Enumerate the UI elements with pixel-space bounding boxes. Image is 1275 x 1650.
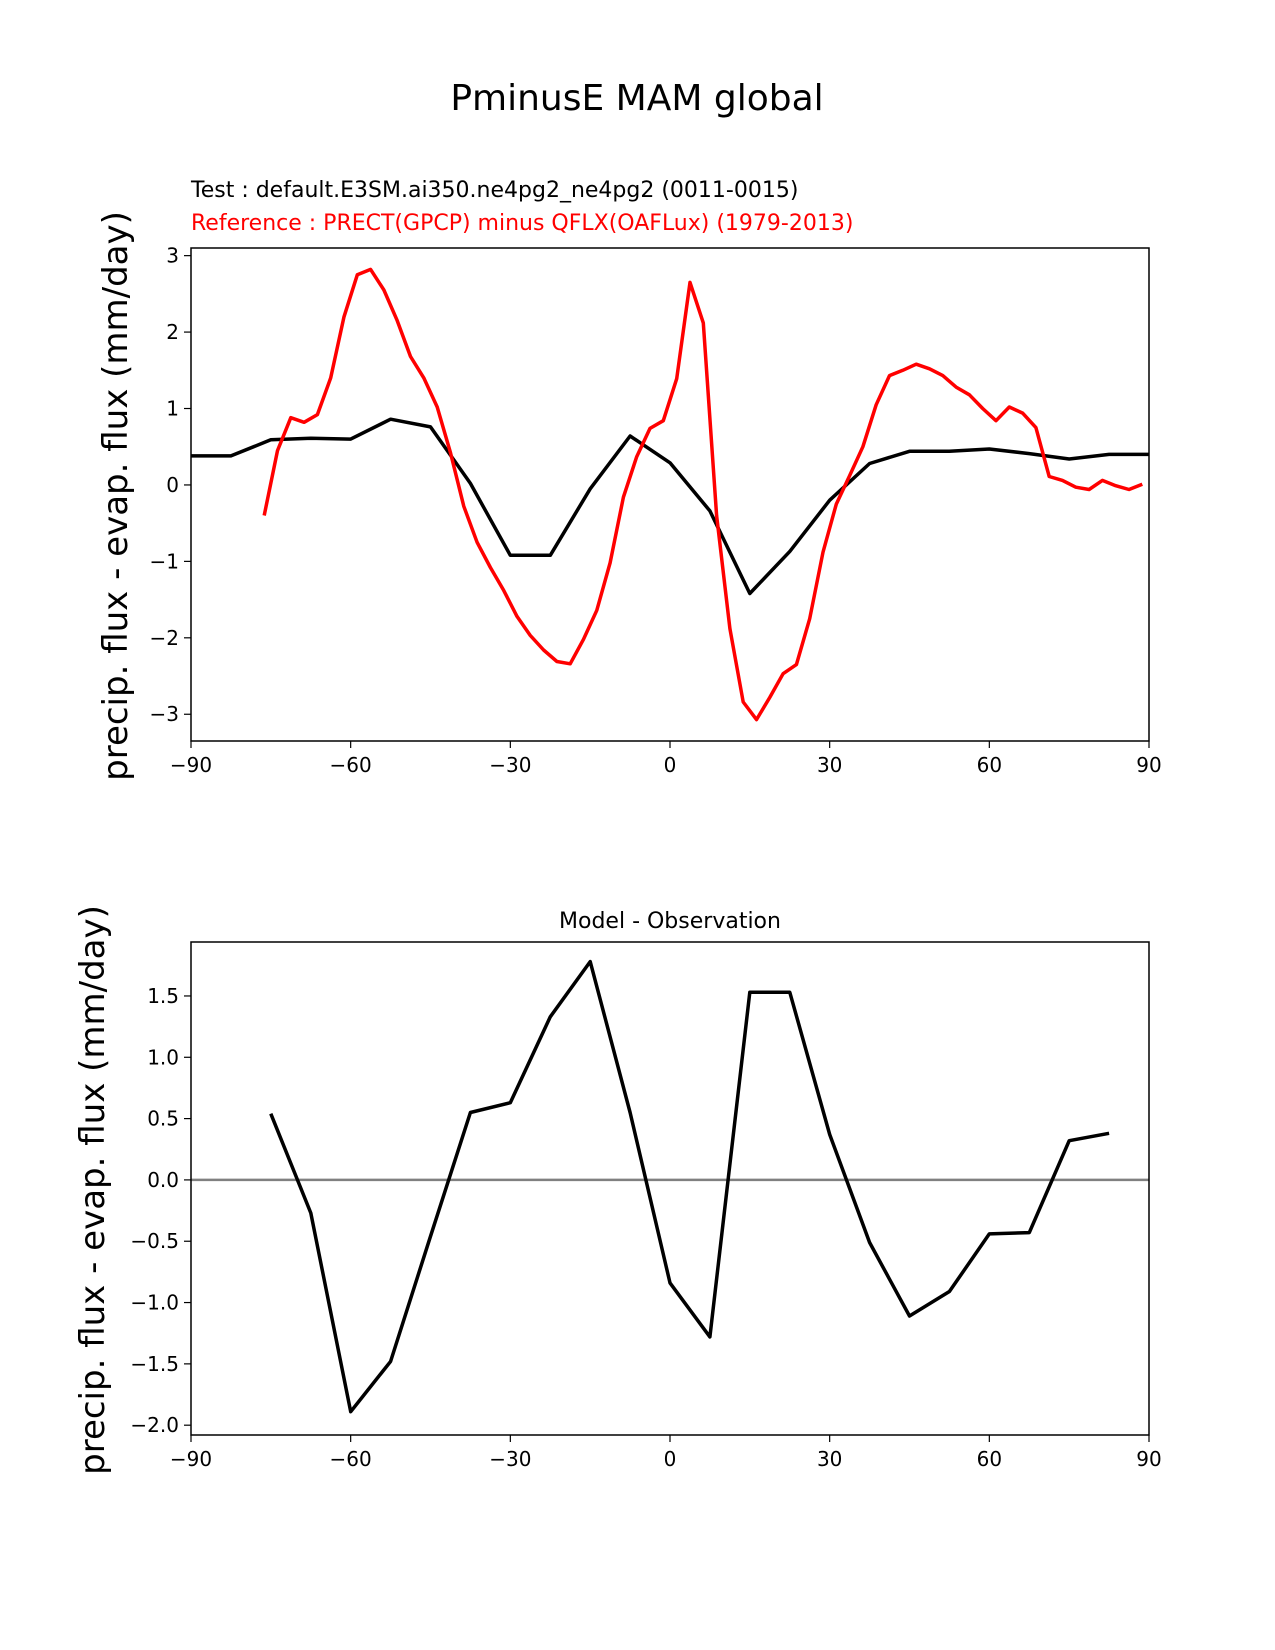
top-series-lines bbox=[191, 267, 1149, 722]
bottom-plot-frame bbox=[190, 941, 1150, 1436]
x-tick-label: −90 bbox=[170, 753, 212, 777]
y-tick-label: −1.5 bbox=[130, 1352, 179, 1376]
reference-series-line bbox=[262, 267, 1143, 722]
x-tick-label: 90 bbox=[1136, 753, 1161, 777]
x-tick-label: −30 bbox=[489, 1447, 531, 1471]
legend-test-label: Test : default.E3SM.ai350.ne4pg2_ne4pg2 … bbox=[190, 178, 798, 203]
bottom-panel: Model - Observation precip. flux - evap.… bbox=[73, 905, 1162, 1475]
y-tick-label: −1 bbox=[150, 549, 179, 573]
bottom-ticks: −90 −60 −30 0 30 60 90 −2.0 −1.5 −1.0 −0.5 0.0 0.5 1.… bbox=[130, 984, 1161, 1471]
x-tick-label: −60 bbox=[330, 753, 372, 777]
bottom-panel-title: Model - Observation bbox=[559, 909, 781, 934]
y-tick-label: 0.5 bbox=[147, 1107, 179, 1131]
x-tick-label: −60 bbox=[330, 1447, 372, 1471]
difference-series-line bbox=[269, 959, 1110, 1414]
y-tick-label: 1.5 bbox=[147, 984, 179, 1008]
legend-reference-label: Reference : PRECT(GPCP) minus QFLX(OAFLu… bbox=[191, 211, 853, 236]
y-tick-label: −0.5 bbox=[130, 1229, 179, 1253]
y-tick-label: −2 bbox=[150, 626, 179, 650]
y-tick-label: 3 bbox=[166, 244, 179, 268]
x-tick-label: −30 bbox=[489, 753, 531, 777]
y-tick-label: 1 bbox=[166, 397, 179, 421]
y-tick-label: 2 bbox=[166, 320, 179, 344]
y-tick-label: 1.0 bbox=[147, 1045, 179, 1069]
x-tick-label: 60 bbox=[977, 753, 1002, 777]
y-tick-label: 0 bbox=[166, 473, 179, 497]
top-plot-frame bbox=[190, 247, 1150, 742]
x-tick-label: 0 bbox=[664, 753, 677, 777]
bottom-y-axis-label: precip. flux - evap. flux (mm/day) bbox=[73, 905, 113, 1475]
x-tick-label: 0 bbox=[664, 1447, 677, 1471]
x-tick-label: 30 bbox=[817, 1447, 842, 1471]
x-tick-label: 60 bbox=[977, 1447, 1002, 1471]
x-tick-label: 90 bbox=[1136, 1447, 1161, 1471]
x-tick-label: 30 bbox=[817, 753, 842, 777]
x-tick-label: −90 bbox=[170, 1447, 212, 1471]
y-tick-label: −3 bbox=[150, 702, 179, 726]
y-tick-label: 0.0 bbox=[147, 1168, 179, 1192]
top-panel: Test : default.E3SM.ai350.ne4pg2_ne4pg2 … bbox=[96, 178, 1162, 781]
bottom-series-lines bbox=[269, 959, 1110, 1414]
figure-title: PminusE MAM global bbox=[450, 78, 823, 119]
y-tick-label: −1.0 bbox=[130, 1291, 179, 1315]
test-series-line bbox=[191, 417, 1149, 596]
y-tick-label: −2.0 bbox=[130, 1413, 179, 1437]
top-y-axis-label: precip. flux - evap. flux (mm/day) bbox=[96, 211, 136, 781]
top-ticks: −90 −60 −30 0 30 60 90 −3 −2 −1 0 1 2 3 bbox=[150, 244, 1162, 777]
